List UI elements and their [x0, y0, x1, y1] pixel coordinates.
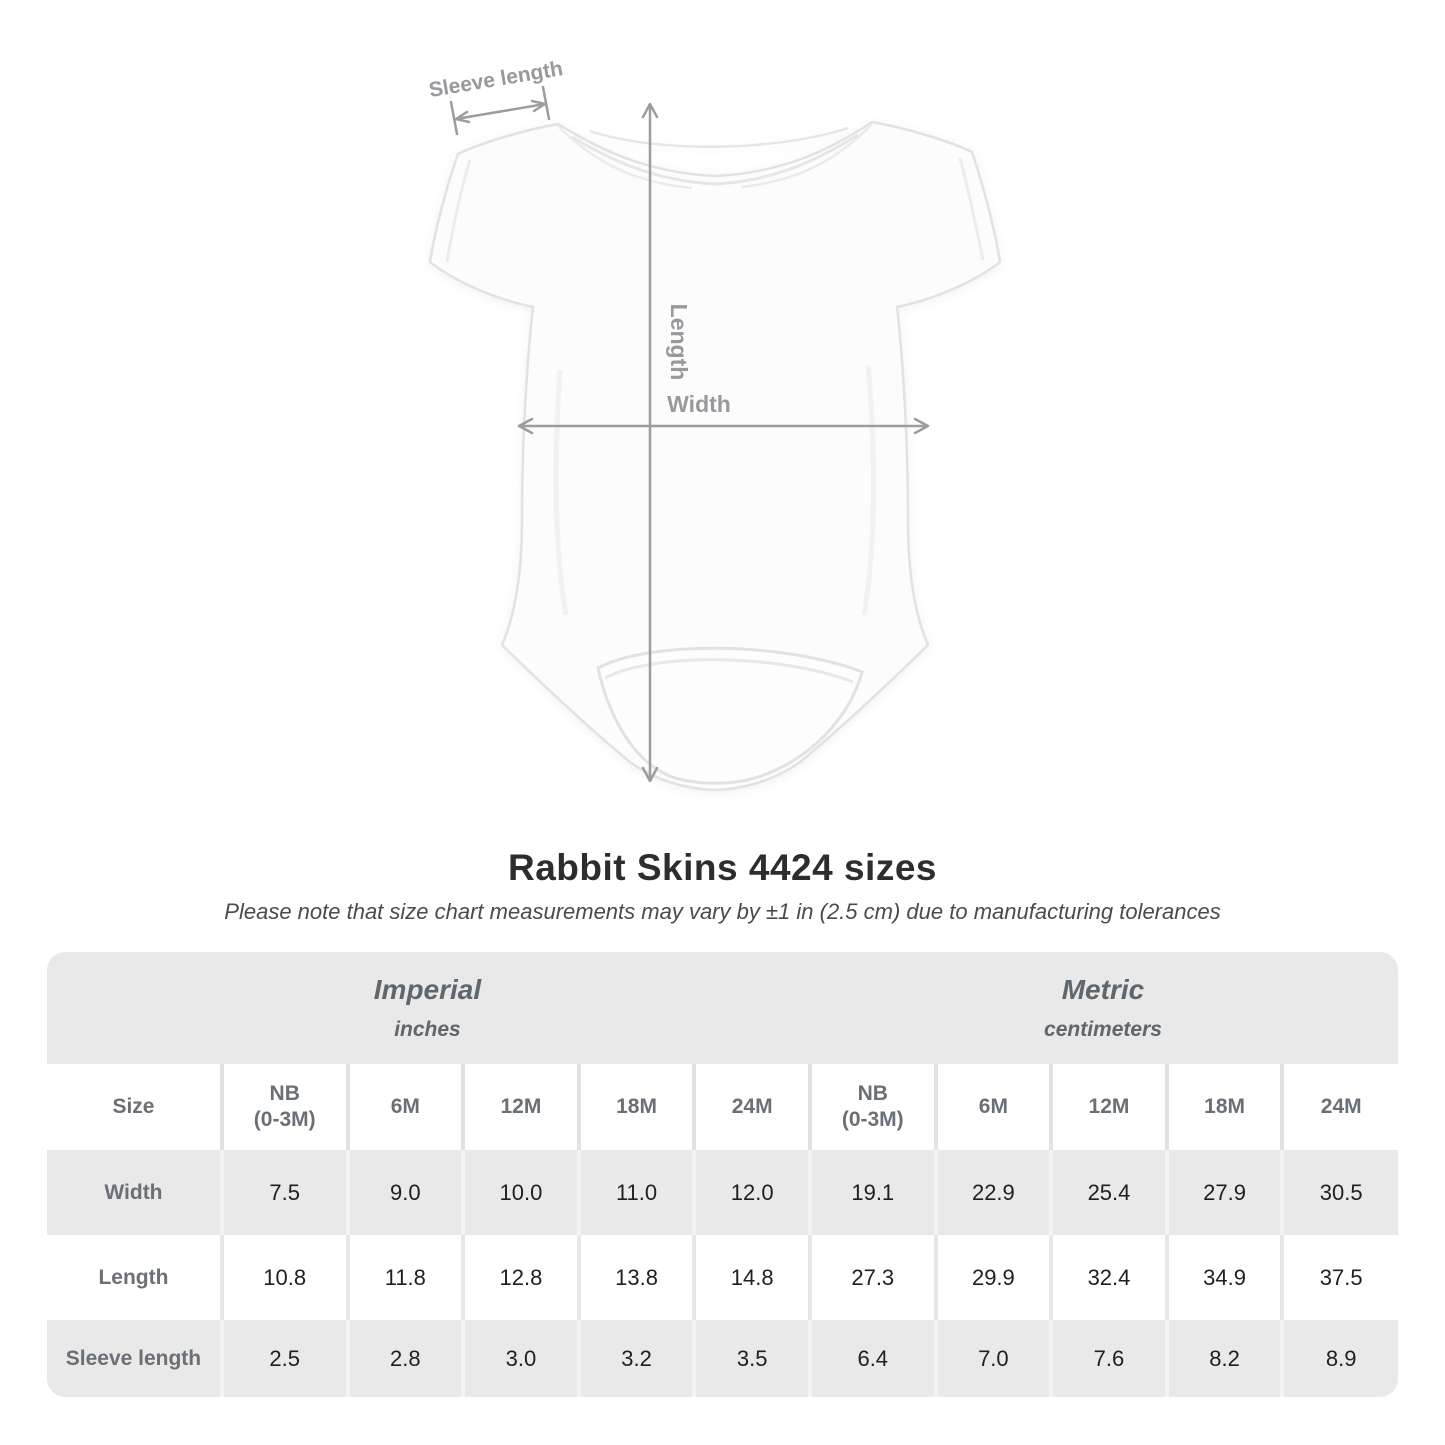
column-header: 24M	[1280, 1064, 1398, 1150]
value-cell: 11.8	[345, 1235, 462, 1320]
measurement-marks	[449, 85, 930, 783]
size-table: Imperial inches Metric centimeters Size …	[47, 952, 1398, 1397]
page-title: Rabbit Skins 4424 sizes	[508, 847, 937, 888]
value-cell: 7.6	[1049, 1320, 1165, 1397]
crotch-flap	[596, 646, 864, 785]
value-cell: 22.9	[933, 1150, 1050, 1235]
left-shoulder-flap	[557, 125, 693, 190]
value-cell: 11.0	[576, 1150, 693, 1235]
value-cell: 37.5	[1280, 1235, 1398, 1320]
length-label: Length	[666, 304, 692, 381]
table-row-length: Length 10.8 11.8 12.8 13.8 14.8 27.3 29.…	[47, 1235, 1398, 1320]
section-unit: inches	[394, 1018, 461, 1041]
value-cell: 10.0	[461, 1150, 577, 1235]
column-header: 6M	[345, 1064, 462, 1150]
section-label: Metric	[1061, 974, 1145, 1005]
size-header-cell: Size	[47, 1064, 220, 1150]
column-header: 12M	[461, 1064, 577, 1150]
value-cell: 27.9	[1164, 1150, 1281, 1235]
value-cell: 10.8	[219, 1235, 346, 1320]
value-cell: 6.4	[807, 1320, 934, 1397]
value-cell: 2.5	[219, 1320, 346, 1397]
sleeve-length-arrow	[449, 85, 551, 136]
value-cell: 13.8	[576, 1235, 693, 1320]
value-cell: 19.1	[807, 1150, 934, 1235]
value-cell: 12.0	[692, 1150, 808, 1235]
column-header: NB (0-3M)	[807, 1064, 934, 1150]
value-cell: 32.4	[1049, 1235, 1165, 1320]
neckline-back	[589, 126, 849, 149]
section-header-metric: Metric centimeters	[807, 952, 1398, 1064]
value-cell: 7.0	[933, 1320, 1050, 1397]
row-label: Width	[47, 1150, 220, 1235]
right-shoulder-flap	[741, 123, 873, 189]
onesie-body	[428, 120, 1002, 792]
row-label: Sleeve length	[47, 1320, 220, 1397]
table-row-sleeve-length: Sleeve length 2.5 2.8 3.0 3.2 3.5 6.4 7.…	[47, 1320, 1398, 1397]
value-cell: 8.9	[1280, 1320, 1398, 1397]
width-arrow	[517, 417, 930, 435]
onesie-graphic	[428, 120, 1002, 792]
column-header: 24M	[692, 1064, 808, 1150]
onesie-diagram: Sleeve length Length Width	[427, 57, 1002, 792]
value-cell: 3.0	[461, 1320, 577, 1397]
column-header: NB (0-3M)	[219, 1064, 346, 1150]
value-cell: 7.5	[219, 1150, 346, 1235]
fabric-fold-left	[553, 369, 569, 616]
row-label: Length	[47, 1235, 220, 1320]
length-arrow	[641, 102, 659, 783]
section-header-imperial: Imperial inches	[47, 952, 808, 1064]
value-cell: 3.5	[692, 1320, 808, 1397]
section-label: Imperial	[373, 974, 482, 1005]
right-sleeve-hem	[958, 157, 985, 261]
value-cell: 29.9	[933, 1235, 1050, 1320]
table-row-width: Width 7.5 9.0 10.0 11.0 12.0 19.1 22.9 2…	[47, 1150, 1398, 1235]
value-cell: 12.8	[461, 1235, 577, 1320]
column-header-row: Size NB (0-3M) 6M 12M 18M 24M NB (0-3M) …	[47, 1064, 1398, 1150]
value-cell: 9.0	[345, 1150, 462, 1235]
unit-section-row: Imperial inches Metric centimeters	[47, 952, 1398, 1064]
value-cell: 14.8	[692, 1235, 808, 1320]
value-cell: 3.2	[576, 1320, 693, 1397]
neckline-trim	[571, 133, 859, 186]
section-unit: centimeters	[1044, 1018, 1162, 1041]
value-cell: 25.4	[1049, 1150, 1165, 1235]
column-header: 6M	[933, 1064, 1050, 1150]
fabric-fold-right	[861, 364, 877, 616]
left-sleeve-hem	[445, 159, 472, 263]
value-cell: 27.3	[807, 1235, 934, 1320]
value-cell: 30.5	[1280, 1150, 1398, 1235]
value-cell: 2.8	[345, 1320, 462, 1397]
column-header: 12M	[1049, 1064, 1165, 1150]
crotch-flap-trim	[604, 658, 854, 684]
value-cell: 8.2	[1164, 1320, 1281, 1397]
value-cell: 34.9	[1164, 1235, 1281, 1320]
width-label: Width	[667, 391, 731, 417]
column-header: 18M	[1164, 1064, 1281, 1150]
page-subtitle: Please note that size chart measurements…	[224, 899, 1221, 924]
column-header: 18M	[576, 1064, 693, 1150]
